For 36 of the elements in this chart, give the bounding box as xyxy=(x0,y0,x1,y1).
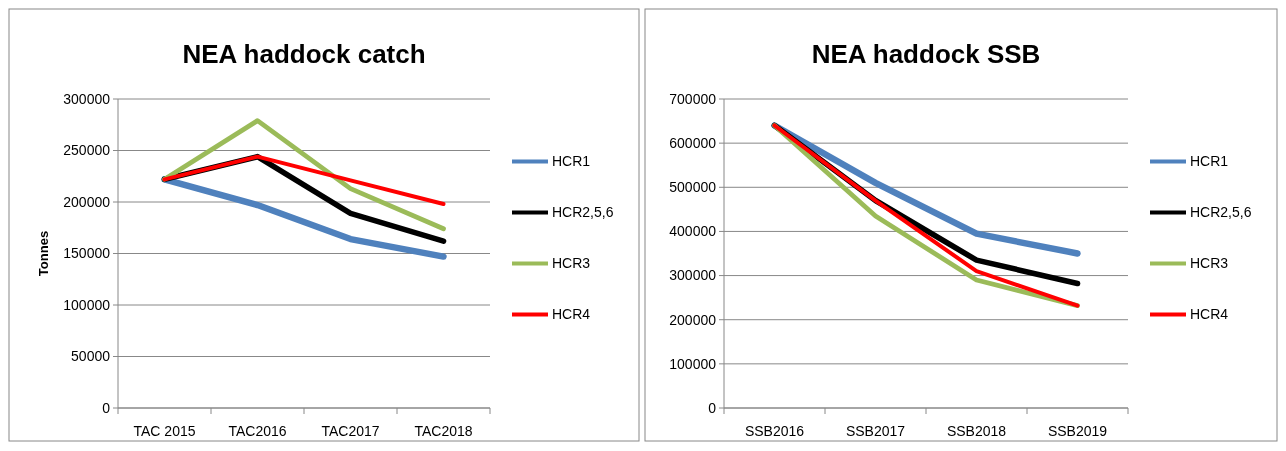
legend-label: HCR2,5,6 xyxy=(552,204,614,221)
x-tick-label: SSB2016 xyxy=(744,423,805,439)
legend-label: HCR4 xyxy=(552,306,591,323)
legend-label: HCR1 xyxy=(552,153,591,170)
legend-label: HCR3 xyxy=(1190,255,1229,272)
x-tick-label: TAC 2015 xyxy=(133,423,196,439)
y-tick-label: 0 xyxy=(102,399,111,416)
y-tick-label: 700000 xyxy=(669,90,717,107)
legend-label: HCR4 xyxy=(1190,306,1229,323)
y-tick-label: 200000 xyxy=(63,193,111,210)
y-axis-title: Tonnes xyxy=(36,230,51,277)
y-tick-label: 250000 xyxy=(63,142,111,159)
x-tick-label: TAC2018 xyxy=(414,423,473,439)
x-tick-label: SSB2017 xyxy=(845,423,906,439)
line-series xyxy=(162,118,446,232)
y-tick-label: 100000 xyxy=(669,355,717,372)
y-tick-label: 150000 xyxy=(63,245,111,262)
y-tick-label: 50000 xyxy=(71,348,111,365)
y-tick-label: 300000 xyxy=(669,267,717,284)
chart-title: NEA haddock catch xyxy=(182,39,426,69)
y-tick-label: 0 xyxy=(708,399,717,416)
legend-label: HCR1 xyxy=(1190,153,1229,170)
legend-label: HCR3 xyxy=(552,255,591,272)
chart-title: NEA haddock SSB xyxy=(811,39,1041,69)
x-tick-label: SSB2019 xyxy=(1047,423,1108,439)
x-tick-label: TAC2017 xyxy=(321,423,380,439)
y-tick-label: 300000 xyxy=(63,90,111,107)
y-tick-label: 500000 xyxy=(669,179,717,196)
legend-label: HCR2,5,6 xyxy=(1190,204,1252,221)
x-tick-label: SSB2018 xyxy=(946,423,1007,439)
y-tick-label: 200000 xyxy=(669,311,717,328)
y-tick-label: 100000 xyxy=(63,296,111,313)
y-tick-label: 600000 xyxy=(669,135,717,152)
x-tick-label: TAC2016 xyxy=(228,423,287,439)
line-series xyxy=(162,154,446,207)
y-tick-label: 400000 xyxy=(669,223,717,240)
